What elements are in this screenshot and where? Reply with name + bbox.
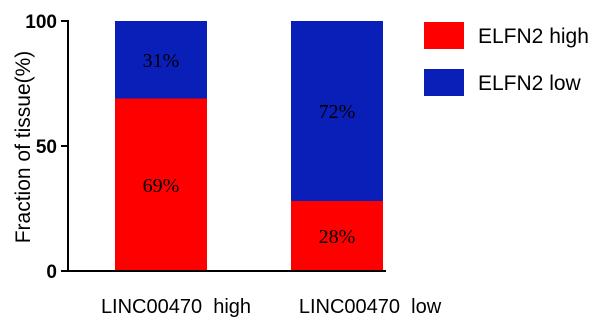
y-tick-label-1: 50 <box>36 137 57 158</box>
bar-data-label-elfn2-low-0: 31% <box>143 50 180 72</box>
y-ticks-group: 0 50 100 <box>25 12 68 283</box>
category-label-0: LINC00470 high <box>101 296 251 318</box>
y-tick-label-0: 0 <box>46 262 57 283</box>
y-axis-label: Fraction of tissue(%) <box>12 51 35 244</box>
bar-data-label-elfn2-low-1: 72% <box>319 101 356 123</box>
bar-segment-elfn2-high-1 <box>291 201 383 271</box>
legend-swatch-elfn2-low <box>424 69 464 96</box>
legend-label-elfn2-low: ELFN2 low <box>478 72 582 95</box>
category-label-1: LINC00470 low <box>299 296 442 318</box>
bar-segment-elfn2-low-1 <box>291 21 383 201</box>
bars-group <box>115 21 383 271</box>
legend-label-elfn2-high: ELFN2 high <box>478 25 589 48</box>
legend-swatch-elfn2-high <box>424 22 464 49</box>
bar-segment-elfn2-low-0 <box>115 21 207 99</box>
bar-data-label-elfn2-high-1: 28% <box>319 226 356 248</box>
bar-segment-elfn2-high-0 <box>115 98 207 271</box>
y-tick-label-2: 100 <box>25 12 57 33</box>
bar-data-label-elfn2-high-0: 69% <box>143 175 180 197</box>
bar-labels-group: 69% 31% 28% 72% <box>143 50 356 248</box>
